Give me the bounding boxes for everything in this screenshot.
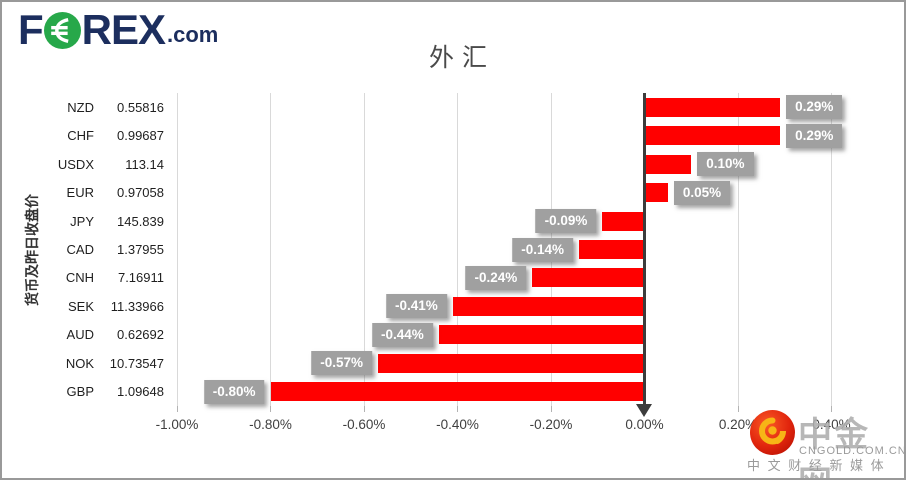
x-axis-tick-label: -0.80% — [249, 417, 292, 432]
change-bar — [438, 325, 645, 345]
currency-code: GBP — [66, 384, 94, 400]
category-label-row: AUD 0.62692 — [2, 326, 164, 344]
forex-com-logo: F REX .com — [18, 8, 218, 52]
x-axis-tick — [457, 406, 458, 412]
x-axis-tick — [831, 406, 832, 412]
change-bar — [378, 353, 645, 373]
logo-letters-rex: REX — [81, 6, 166, 53]
change-value-label: -0.57% — [311, 351, 373, 376]
zero-axis-line — [643, 93, 646, 405]
x-axis-tick-label: 0.20% — [718, 417, 758, 432]
plot-gridline — [737, 93, 739, 406]
x-axis-tick-label: -0.60% — [342, 417, 386, 432]
change-bar — [602, 211, 645, 231]
currency-close-price: 0.55816 — [117, 99, 164, 115]
currency-close-price: 145.839 — [117, 213, 164, 229]
currency-code: NZD — [67, 99, 94, 115]
x-axis-tick-label: 0.40% — [812, 417, 851, 432]
forex-o-euro-icon — [43, 11, 81, 49]
plot-gridline — [831, 93, 832, 406]
category-label-row: CAD 1.37955 — [2, 241, 164, 259]
category-label-row: CHF 0.99687 — [2, 127, 164, 145]
x-axis-tick — [550, 406, 552, 412]
change-bar — [270, 382, 645, 402]
change-bar — [644, 97, 781, 117]
plot-gridline — [363, 93, 365, 406]
plot-gridline — [176, 93, 178, 406]
plot-gridline — [457, 93, 458, 406]
currency-close-price: 7.16911 — [117, 270, 164, 286]
change-bar — [644, 183, 668, 203]
change-bar — [452, 296, 645, 316]
currency-code: USDX — [57, 156, 94, 172]
category-label-row: USDX 113.14 — [2, 155, 164, 173]
currency-code: AUD — [66, 327, 94, 343]
change-value-label: -0.14% — [512, 237, 574, 262]
chart-title: 外汇 — [428, 44, 495, 72]
category-label-row: NOK 10.73547 — [2, 354, 164, 372]
cngold-domain-text: CNGOLD.COM.CN — [799, 445, 906, 457]
change-value-label: 0.29% — [786, 95, 843, 120]
x-axis-tick-label: -1.00% — [155, 417, 199, 432]
currency-code: SEK — [67, 298, 94, 314]
cngold-tagline-text: 中 文 财 经 新 媒 体 — [747, 458, 886, 473]
currency-close-price: 0.62692 — [117, 327, 164, 343]
cngold-brand-text: 中金网 — [798, 416, 870, 478]
change-value-label: -0.09% — [535, 209, 597, 234]
category-label-row: EUR 0.97058 — [2, 184, 164, 202]
change-value-label: -0.24% — [465, 265, 527, 290]
change-bar — [532, 268, 645, 288]
change-bar — [644, 154, 692, 174]
change-value-label: 0.29% — [786, 123, 843, 148]
category-label-row: GBP 1.09648 — [2, 383, 164, 401]
change-bar — [579, 240, 645, 259]
plot-gridline — [270, 93, 271, 406]
change-value-label: 0.10% — [697, 152, 754, 177]
change-value-label: -0.80% — [203, 379, 265, 404]
change-bar — [644, 126, 781, 146]
category-label-row: JPY 145.839 — [2, 212, 164, 230]
currency-close-price: 113.14 — [125, 156, 164, 172]
currency-code: NOK — [65, 355, 94, 371]
currency-close-price: 1.09648 — [117, 384, 164, 400]
cngold-logo-icon — [749, 409, 796, 456]
change-value-label: -0.44% — [372, 322, 433, 347]
logo-dotcom: .com — [167, 21, 219, 47]
currency-code: EUR — [66, 185, 94, 201]
currency-close-price: 11.33966 — [110, 298, 164, 314]
currency-close-price: 0.99687 — [117, 128, 164, 144]
category-label-row: SEK 11.33966 — [2, 297, 164, 315]
logo-letter-f: F — [18, 6, 44, 53]
currency-close-price: 1.37955 — [117, 242, 164, 257]
currency-code: CHF — [67, 128, 94, 144]
change-value-label: -0.41% — [386, 294, 447, 319]
zero-axis-arrow-icon — [636, 404, 652, 417]
currency-close-price: 10.73547 — [109, 355, 164, 371]
category-label-row: CNH 7.16911 — [2, 269, 164, 287]
currency-code: JPY — [70, 213, 94, 229]
x-axis-tick — [737, 406, 739, 412]
currency-code: CNH — [65, 270, 94, 286]
x-axis-tick-label: 0.00% — [625, 417, 664, 432]
x-axis-tick — [176, 406, 178, 412]
x-axis-tick — [363, 406, 365, 412]
x-axis-tick-label: -0.20% — [529, 417, 573, 432]
currency-code: CAD — [66, 242, 94, 257]
currency-close-price: 0.97058 — [117, 185, 164, 201]
x-axis-tick-label: -0.40% — [436, 417, 479, 432]
category-label-row: NZD 0.55816 — [2, 98, 164, 116]
change-value-label: 0.05% — [673, 180, 731, 205]
x-axis-tick — [270, 406, 271, 412]
